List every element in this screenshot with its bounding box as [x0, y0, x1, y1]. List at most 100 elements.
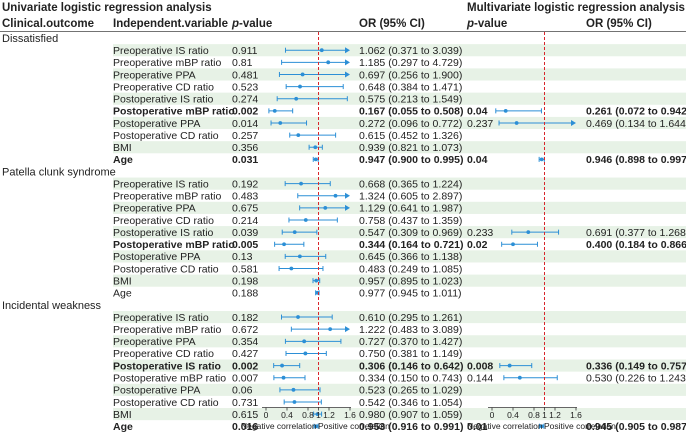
p-value: 0.188 [232, 288, 258, 300]
univariate-point-estimate [298, 84, 302, 89]
variable-label: Preoperative CD ratio [113, 81, 214, 93]
or-ci-text: 0.980 (0.907 to 1.059) [359, 409, 462, 421]
multivariate-point-estimate [539, 424, 544, 429]
multivariate-tick-label: 0.4 [507, 410, 519, 420]
p-value: 0.005 [232, 239, 258, 251]
univariate-tick-label: 0.4 [281, 410, 293, 420]
univariate-point-estimate [291, 387, 296, 392]
p-value: 0.354 [232, 336, 258, 348]
p-value: 0.274 [232, 94, 258, 106]
univariate-point-estimate [300, 72, 305, 77]
row-band [113, 310, 686, 324]
univariate-point-estimate [281, 375, 286, 380]
or-ci-text: 0.727 (0.370 to 1.427) [359, 336, 462, 348]
univariate-title: Univariate logistic regression analysis [2, 2, 212, 14]
header-m-p-value: p-value [466, 18, 507, 30]
univariate-point-estimate [303, 218, 308, 222]
multivariate-p-value: 0.02 [467, 239, 488, 251]
or-ci-text: 0.167 (0.055 to 0.508) [359, 106, 463, 118]
multivariate-or-ci-text: 0.400 (0.184 to 0.866) [586, 239, 686, 251]
variable-label: Postoperative CD ratio [113, 130, 219, 142]
p-value: 0.039 [232, 227, 258, 239]
univariate-point-estimate [302, 339, 307, 344]
variable-label: Preoperative IS ratio [113, 178, 209, 190]
row-band [113, 92, 686, 105]
p-value: 0.581 [232, 263, 258, 275]
variable-label: BMI [113, 409, 132, 421]
variable-label: Preoperative IS ratio [113, 312, 209, 324]
univariate-point-estimate [333, 193, 338, 198]
p-value: 0.13 [232, 251, 253, 263]
variable-label: Postoperative CD ratio [113, 397, 219, 409]
multivariate-or-ci-text: 0.469 (0.134 to 1.644) [586, 118, 686, 130]
or-ci-text: 0.483 (0.249 to 1.085) [359, 263, 462, 275]
variable-label: Preoperative CD ratio [113, 348, 214, 360]
multivariate-point-estimate [526, 230, 531, 235]
univariate-point-estimate [296, 133, 301, 138]
variable-label: Preoperative PPA [113, 69, 196, 81]
or-ci-text: 0.547 (0.309 to 0.969) [359, 227, 462, 239]
plot-marks [268, 32, 576, 429]
or-ci-text: 0.610 (0.295 to 1.261) [359, 312, 462, 324]
multivariate-p-value: 0.144 [467, 373, 493, 385]
variable-label: Postoperative PPA [113, 385, 200, 397]
header-m-p-italic: p [466, 18, 474, 30]
multivariate-or-ci-text: 0.261 (0.072 to 0.942) [586, 106, 686, 118]
variable-label: Preoperative mBP ratio [113, 191, 222, 203]
p-value: 0.481 [232, 69, 258, 81]
univariate-tick-label: 1.6 [344, 410, 356, 420]
or-ci-text: 0.947 (0.900 to 0.995) [359, 154, 463, 166]
variable-label: Preoperative IS ratio [113, 45, 209, 57]
header-p-suffix: -value [239, 18, 272, 30]
p-value: 0.81 [232, 57, 253, 69]
univariate-point-estimate [278, 121, 283, 125]
variable-label: Postoperative IS ratio [113, 360, 221, 372]
univariate-ci-arrow [345, 59, 350, 66]
multivariate-tick-label: 1 [542, 410, 547, 420]
variable-label: Preoperative mBP ratio [113, 324, 222, 336]
or-ci-text: 0.758 (0.437 to 1.359) [359, 215, 462, 227]
univariate-point-estimate [326, 60, 331, 65]
univariate-point-estimate [299, 181, 303, 186]
multivariate-ci-arrow [571, 119, 576, 126]
multivariate-positive-label: Positive correlation [544, 421, 616, 431]
variable-label: Postoperative IS ratio [113, 94, 214, 106]
variable-label: Age [113, 154, 133, 166]
or-ci-text: 0.523 (0.265 to 1.029) [359, 385, 462, 397]
variable-label: Postoperative PPA [113, 251, 200, 263]
multivariate-negative-label: Negative correlation [467, 421, 543, 431]
or-ci-text: 0.957 (0.895 to 1.023) [359, 275, 462, 287]
variable-label: Postoperative IS ratio [113, 227, 214, 239]
p-value: 0.002 [232, 360, 258, 372]
univariate-positive-label: Positive correlation [318, 421, 390, 431]
multivariate-tick-label: 1.2 [549, 410, 561, 420]
multivariate-title: Multivariate logistic regression analysi… [467, 2, 685, 14]
p-value: 0.192 [232, 178, 258, 190]
multivariate-tick-label: 0.8 [528, 410, 540, 420]
or-ci-text: 1.222 (0.483 to 3.089) [359, 324, 462, 336]
variable-label: BMI [113, 142, 132, 154]
p-value: 0.427 [232, 348, 258, 360]
p-value: 0.257 [232, 130, 258, 142]
row-band [113, 226, 686, 239]
table-rows: Dissatisfied Preoperative IS ratio 0.911 1.… [2, 33, 686, 432]
multivariate-x-axis: 0 0.4 0.8 1 1.2 1.6 [488, 407, 582, 420]
variable-label: Preoperative CD ratio [113, 215, 214, 227]
multivariate-p-value: 0.04 [467, 154, 488, 166]
or-ci-text: 0.615 (0.452 to 1.326) [359, 130, 462, 142]
multivariate-p-value: 0.237 [467, 118, 493, 130]
univariate-point-estimate [292, 230, 297, 235]
multivariate-p-value: 0.008 [467, 360, 493, 372]
multivariate-or-ci-text: 0.946 (0.898 to 0.997) [586, 154, 686, 166]
p-value: 0.06 [232, 385, 253, 397]
p-value: 0.014 [232, 118, 258, 130]
univariate-point-estimate [294, 96, 299, 101]
univariate-point-estimate [315, 412, 320, 416]
univariate-point-estimate [292, 400, 297, 404]
univariate-tick-label: 1 [316, 410, 321, 420]
multivariate-tick-label: 0 [490, 410, 495, 420]
univariate-point-estimate [282, 242, 286, 247]
variable-label: Preoperative mBP ratio [113, 57, 222, 69]
or-ci-text: 0.977 (0.945 to 1.011) [359, 288, 462, 300]
